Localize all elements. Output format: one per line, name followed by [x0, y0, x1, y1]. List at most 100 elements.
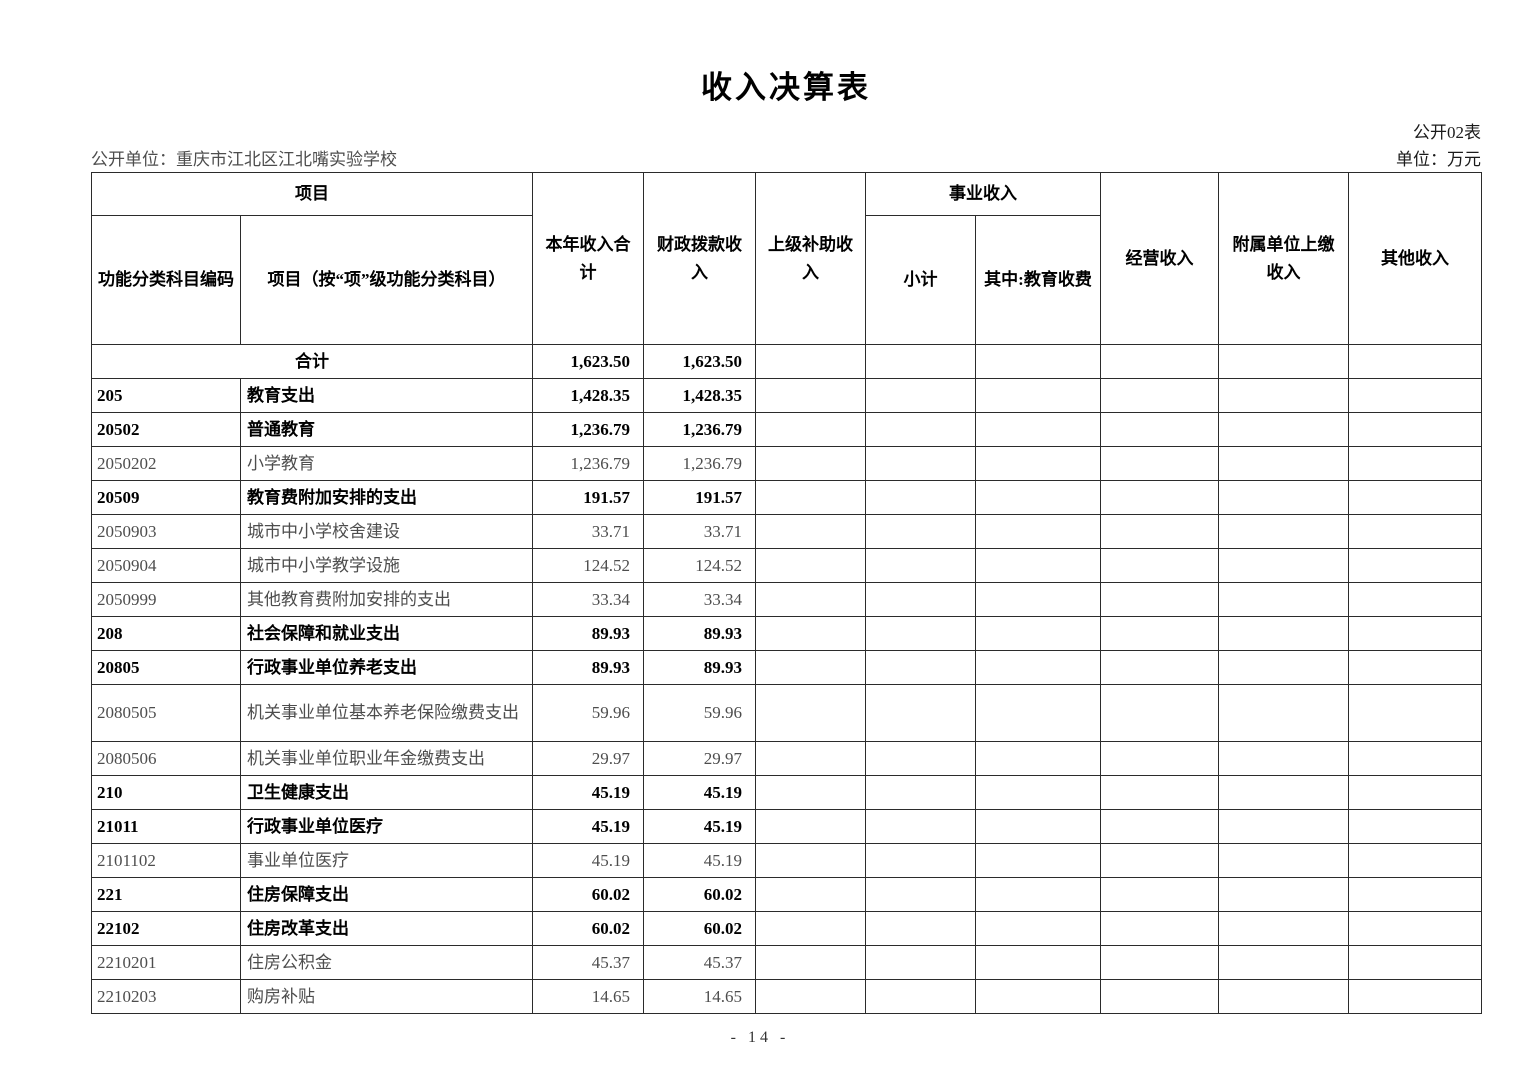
row-function-code: 20502 — [91, 412, 241, 447]
row-empty-cell — [1218, 412, 1349, 447]
table-row: 210 卫生健康支出 45.19 45.19 — [91, 775, 1482, 810]
row-function-code: 210 — [91, 775, 241, 810]
row-fiscal-allocation: 1,623.50 — [643, 344, 756, 379]
row-empty-cell — [865, 809, 976, 844]
row-empty-cell — [865, 911, 976, 946]
header-business-income-group: 事业收入 — [865, 172, 1101, 216]
row-empty-cell — [1100, 378, 1219, 413]
row-name: 合计 — [91, 344, 533, 379]
row-fiscal-allocation: 1,428.35 — [643, 378, 756, 413]
row-empty-cell — [975, 843, 1101, 878]
row-empty-cell — [1100, 650, 1219, 685]
row-fiscal-allocation: 29.97 — [643, 741, 756, 776]
row-name: 购房补贴 — [240, 979, 533, 1014]
row-empty-cell — [755, 650, 866, 685]
row-total-income: 124.52 — [532, 548, 644, 583]
row-function-code: 2101102 — [91, 843, 241, 878]
table-header: 项目 本年收入合计 财政拨款收入 上级补助收入 事业收入 经营收入 附属单位上缴… — [91, 172, 1482, 345]
row-name: 城市中小学校舍建设 — [240, 514, 533, 549]
row-empty-cell — [1348, 446, 1482, 481]
row-name: 普通教育 — [240, 412, 533, 447]
row-empty-cell — [975, 945, 1101, 980]
row-function-code: 2050904 — [91, 548, 241, 583]
row-empty-cell — [975, 650, 1101, 685]
row-name: 城市中小学教学设施 — [240, 548, 533, 583]
row-empty-cell — [865, 650, 976, 685]
row-total-income: 14.65 — [532, 979, 644, 1014]
row-empty-cell — [755, 514, 866, 549]
row-empty-cell — [1100, 616, 1219, 651]
row-function-code: 20509 — [91, 480, 241, 515]
row-empty-cell — [865, 877, 976, 912]
row-function-code: 2050903 — [91, 514, 241, 549]
row-name: 机关事业单位职业年金缴费支出 — [240, 741, 533, 776]
row-empty-cell — [1348, 911, 1482, 946]
row-name: 社会保障和就业支出 — [240, 616, 533, 651]
table-row: 205 教育支出 1,428.35 1,428.35 — [91, 378, 1482, 413]
row-empty-cell — [1218, 684, 1349, 742]
row-empty-cell — [755, 911, 866, 946]
row-empty-cell — [755, 979, 866, 1014]
row-empty-cell — [1348, 616, 1482, 651]
header-project-name: 项目（按“项”级功能分类科目） — [240, 215, 533, 345]
row-empty-cell — [1100, 582, 1219, 617]
table-body: 合计 1,623.50 1,623.50 205 教育支出 1,428.35 1,428.3… — [91, 344, 1482, 1014]
row-empty-cell — [755, 582, 866, 617]
row-empty-cell — [975, 684, 1101, 742]
row-empty-cell — [1100, 877, 1219, 912]
row-empty-cell — [755, 378, 866, 413]
row-fiscal-allocation: 45.19 — [643, 809, 756, 844]
row-empty-cell — [755, 684, 866, 742]
row-empty-cell — [865, 480, 976, 515]
row-fiscal-allocation: 1,236.79 — [643, 412, 756, 447]
table-row: 2050903 城市中小学校舍建设 33.71 33.71 — [91, 514, 1482, 549]
row-total-income: 29.97 — [532, 741, 644, 776]
row-empty-cell — [1348, 843, 1482, 878]
row-empty-cell — [975, 809, 1101, 844]
row-empty-cell — [1348, 412, 1482, 447]
row-function-code: 2210201 — [91, 945, 241, 980]
row-empty-cell — [755, 548, 866, 583]
table-row: 合计 1,623.50 1,623.50 — [91, 344, 1482, 379]
row-empty-cell — [1348, 979, 1482, 1014]
row-name: 住房保障支出 — [240, 877, 533, 912]
row-name: 教育费附加安排的支出 — [240, 480, 533, 515]
row-empty-cell — [865, 979, 976, 1014]
row-empty-cell — [1100, 480, 1219, 515]
table-row: 20805 行政事业单位养老支出 89.93 89.93 — [91, 650, 1482, 685]
row-empty-cell — [865, 378, 976, 413]
row-total-income: 191.57 — [532, 480, 644, 515]
row-empty-cell — [1100, 548, 1219, 583]
row-empty-cell — [755, 775, 866, 810]
row-empty-cell — [975, 582, 1101, 617]
row-function-code: 21011 — [91, 809, 241, 844]
row-empty-cell — [1218, 514, 1349, 549]
row-name: 行政事业单位养老支出 — [240, 650, 533, 685]
row-empty-cell — [1100, 344, 1219, 379]
row-total-income: 33.71 — [532, 514, 644, 549]
row-empty-cell — [755, 945, 866, 980]
row-total-income: 33.34 — [532, 582, 644, 617]
table-row: 20502 普通教育 1,236.79 1,236.79 — [91, 412, 1482, 447]
row-total-income: 1,428.35 — [532, 378, 644, 413]
row-name: 教育支出 — [240, 378, 533, 413]
row-empty-cell — [975, 514, 1101, 549]
table-code-label: 公开02表 — [1413, 123, 1481, 142]
income-accounts-table: 项目 本年收入合计 财政拨款收入 上级补助收入 事业收入 经营收入 附属单位上缴… — [91, 172, 1482, 1014]
row-function-code: 2050999 — [91, 582, 241, 617]
row-function-code: 20805 — [91, 650, 241, 685]
row-name: 住房改革支出 — [240, 911, 533, 946]
row-empty-cell — [975, 741, 1101, 776]
row-total-income: 1,236.79 — [532, 412, 644, 447]
row-empty-cell — [975, 877, 1101, 912]
row-fiscal-allocation: 89.93 — [643, 650, 756, 685]
row-empty-cell — [755, 843, 866, 878]
row-empty-cell — [755, 480, 866, 515]
table-meta-row: 公开单位：重庆市江北区江北嘴实验学校 单位：万元 — [91, 145, 1481, 170]
row-empty-cell — [755, 412, 866, 447]
row-total-income: 89.93 — [532, 616, 644, 651]
row-empty-cell — [865, 582, 976, 617]
table-row: 221 住房保障支出 60.02 60.02 — [91, 877, 1482, 912]
table-row: 20509 教育费附加安排的支出 191.57 191.57 — [91, 480, 1482, 515]
header-fiscal-allocation: 财政拨款收入 — [643, 172, 756, 345]
